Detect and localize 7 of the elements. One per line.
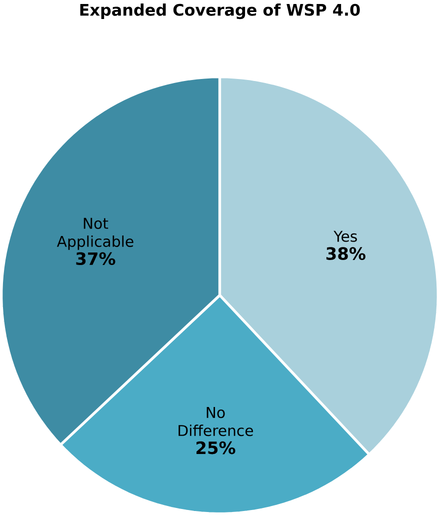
data-label: 37%: [76, 252, 116, 266]
slice-label: No Difference: [178, 407, 253, 436]
data-label: 38%: [326, 247, 366, 260]
chart-title: Expanded Coverage of WSP 4.0: [80, 4, 360, 20]
data-label: 25%: [196, 441, 236, 454]
slice-label: Not Applicable: [56, 218, 134, 250]
slice-label: Yes: [333, 230, 357, 242]
